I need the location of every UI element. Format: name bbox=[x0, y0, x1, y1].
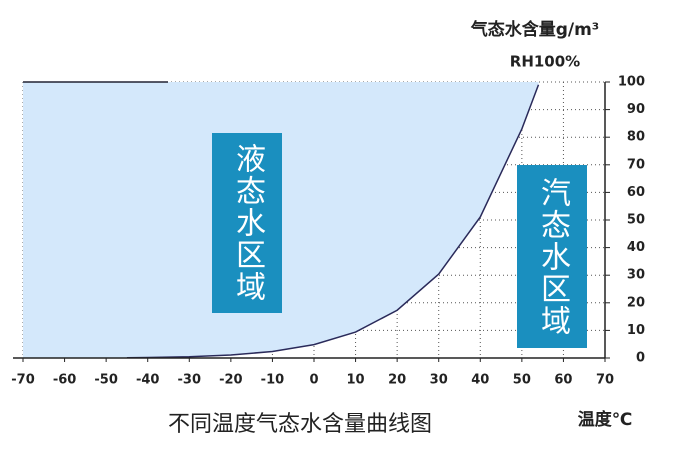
region-label: 液态水区域 bbox=[212, 133, 282, 313]
x-tick-label: -60 bbox=[53, 373, 77, 388]
x-tick-label: 70 bbox=[596, 373, 614, 388]
y-tick-label: 90 bbox=[627, 102, 645, 117]
y-tick-label: 30 bbox=[627, 268, 645, 283]
saturation-curve bbox=[126, 84, 540, 359]
x-tick-label: -40 bbox=[136, 373, 160, 388]
x-axis-label: 温度℃ bbox=[578, 409, 633, 430]
y-tick-label: 10 bbox=[627, 323, 645, 338]
chart-title: 不同温度气态水含量曲线图 bbox=[168, 412, 432, 437]
y-tick-label: 0 bbox=[636, 351, 645, 366]
x-tick-label: 30 bbox=[430, 373, 448, 388]
x-tick-label: 10 bbox=[347, 373, 365, 388]
y-tick-label: 70 bbox=[627, 157, 645, 172]
y-tick-label: 50 bbox=[627, 213, 645, 228]
series-label: RH100% bbox=[510, 53, 580, 71]
y-tick-label: 100 bbox=[618, 75, 645, 90]
x-tick-label: 40 bbox=[471, 373, 489, 388]
x-tick-label: -30 bbox=[178, 373, 202, 388]
y-tick-label: 40 bbox=[627, 240, 645, 255]
y-tick-label: 20 bbox=[627, 295, 645, 310]
x-tick-label: 60 bbox=[554, 373, 572, 388]
x-tick-label: 50 bbox=[513, 373, 531, 388]
x-tick-label: -50 bbox=[94, 373, 118, 388]
y-tick-label: 80 bbox=[627, 130, 645, 145]
x-tick-label: 20 bbox=[388, 373, 406, 388]
y-axis-label: 气态水含量g/m³ bbox=[470, 19, 600, 40]
x-tick-label: -70 bbox=[11, 373, 35, 388]
x-tick-label: -10 bbox=[261, 373, 285, 388]
x-tick-label: 0 bbox=[309, 373, 318, 388]
region-label: 汽态水区域 bbox=[517, 165, 587, 348]
x-tick-label: -20 bbox=[219, 373, 243, 388]
y-tick-label: 60 bbox=[627, 185, 645, 200]
